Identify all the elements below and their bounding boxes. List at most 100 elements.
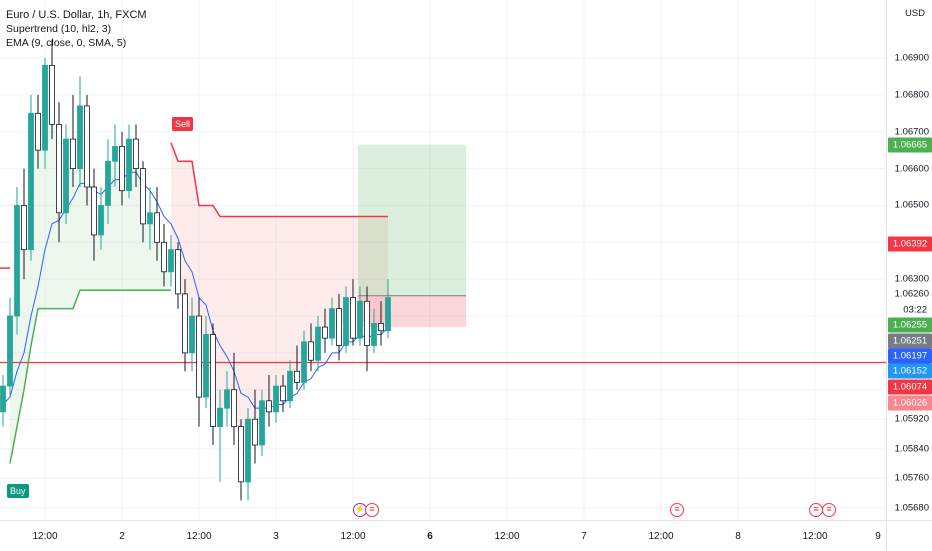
candle-body	[343, 297, 349, 346]
candle-body	[371, 322, 377, 346]
price-tick-label: 1.06800	[894, 89, 929, 101]
supertrend-down-line	[170, 142, 388, 218]
candle-body	[133, 138, 139, 169]
price-tick-label: 1.06500	[894, 199, 929, 211]
candle-body	[105, 160, 111, 206]
candle-body	[238, 426, 244, 483]
price-tag: 1.06197	[888, 348, 932, 364]
price-tag: 1.06251	[888, 333, 932, 349]
symbol-title[interactable]: Euro / U.S. Dollar, 1h, FXCM	[6, 9, 147, 21]
price-tick-label: 1.06700	[894, 126, 929, 138]
time-tick-label: 2	[119, 531, 125, 542]
candle-body	[294, 370, 300, 383]
candle-body	[147, 212, 153, 225]
candle-body	[21, 205, 27, 251]
candle-body	[252, 418, 258, 446]
candle-body	[154, 212, 160, 243]
candle-body	[329, 308, 335, 339]
candle-body	[70, 138, 76, 169]
price-tick-label: 1.05840	[894, 443, 929, 455]
us-flag-icon[interactable]: ≡	[670, 503, 684, 517]
axis-corner[interactable]	[886, 520, 932, 551]
price-tick-label: 1.05680	[894, 502, 929, 514]
time-tick-label: 12:00	[648, 531, 674, 542]
price-tag: 1.06255	[888, 317, 932, 333]
candle-body	[126, 138, 132, 192]
time-tick-label: 6	[427, 531, 433, 542]
candle-body	[182, 293, 188, 354]
supertrend-down-fill	[171, 142, 388, 455]
candle-body	[364, 300, 370, 346]
candle-body	[210, 334, 216, 428]
price-tick-label: 1.06260	[894, 288, 929, 300]
time-tick-label: 12:00	[802, 531, 828, 542]
candle-body	[287, 370, 293, 402]
candle-body	[266, 400, 272, 413]
currency-label[interactable]: USD	[904, 8, 925, 19]
chart-legend: Euro / U.S. Dollar, 1h, FXCM Supertrend …	[6, 8, 147, 50]
supertrend-up-fill	[10, 94, 171, 464]
chart-plot-area[interactable]: Euro / U.S. Dollar, 1h, FXCM Supertrend …	[0, 0, 886, 520]
candle-body	[203, 334, 209, 398]
candle-body	[84, 105, 90, 188]
candle-body	[385, 297, 391, 332]
candle-body	[189, 315, 195, 354]
us-flag-icon[interactable]: ≡	[822, 503, 836, 517]
candle-body	[112, 146, 118, 162]
candle-body	[140, 168, 146, 225]
candle-body	[77, 105, 83, 169]
price-tick-label: 1.06900	[894, 52, 929, 64]
price-tag: 1.06026	[888, 395, 932, 411]
time-axis[interactable]: 12:00 2 12:00 3 12:00 6 12:00 7 12:00 8 12:00 9	[0, 520, 886, 551]
candle-body	[63, 138, 69, 214]
stop-zone	[358, 295, 466, 328]
time-tick-label: 7	[581, 531, 587, 542]
supertrend-legend[interactable]: Supertrend (10, hl2, 3)	[6, 23, 112, 35]
us-flag-icon[interactable]: ≡	[365, 503, 379, 517]
candle-body	[378, 322, 384, 332]
time-tick-label: 12:00	[494, 531, 520, 542]
time-tick-label: 12:00	[186, 531, 212, 542]
candle-body	[98, 205, 104, 236]
candle-body	[315, 326, 321, 361]
candle-body	[280, 385, 286, 402]
candle-body	[7, 315, 13, 387]
candle-body	[42, 64, 48, 151]
supertrend-up-line	[9, 289, 171, 464]
candle-body	[28, 112, 34, 251]
sell-signal-marker: Sell	[172, 117, 194, 131]
buy-signal-marker: Buy	[7, 484, 29, 498]
candle-body	[119, 146, 125, 192]
time-tick-label: 3	[273, 531, 279, 542]
price-tag: 1.06665	[888, 137, 932, 153]
ema-legend[interactable]: EMA (9, close, 0, SMA, 5)	[6, 37, 127, 49]
us-flag-icon[interactable]: ≡	[809, 503, 823, 517]
time-tick-label: 12:00	[32, 531, 58, 542]
candle-body	[357, 300, 363, 339]
candle-body	[175, 249, 181, 295]
candlestick-chart[interactable]	[0, 0, 886, 520]
candle-body	[224, 389, 230, 409]
candle-body	[259, 400, 265, 446]
candle-body	[350, 297, 356, 339]
time-tick-label: 8	[735, 531, 741, 542]
candle-body	[308, 341, 314, 361]
candle-body	[35, 112, 41, 151]
candle-body	[196, 315, 202, 398]
candle-body	[14, 205, 20, 317]
price-axis[interactable]: USD 1.06900 1.06800 1.06700 1.06600 1.06500 1…	[886, 0, 932, 520]
price-tick-label: 1.06300	[894, 273, 929, 285]
candle-body	[49, 64, 55, 125]
price-tick-label: 1.05760	[894, 472, 929, 484]
candle-body	[336, 308, 342, 346]
price-tick-label: 1.05920	[894, 413, 929, 425]
price-tick-label: 1.06600	[894, 163, 929, 175]
price-tag: 1.06392	[888, 236, 932, 252]
candle-body	[56, 123, 62, 214]
price-tag: 1.06074	[888, 379, 932, 395]
candle-body	[322, 326, 328, 339]
price-tag: 1.06152	[888, 363, 932, 379]
candle-body	[0, 385, 6, 413]
candle-body	[91, 186, 97, 236]
candle-body	[245, 418, 251, 483]
